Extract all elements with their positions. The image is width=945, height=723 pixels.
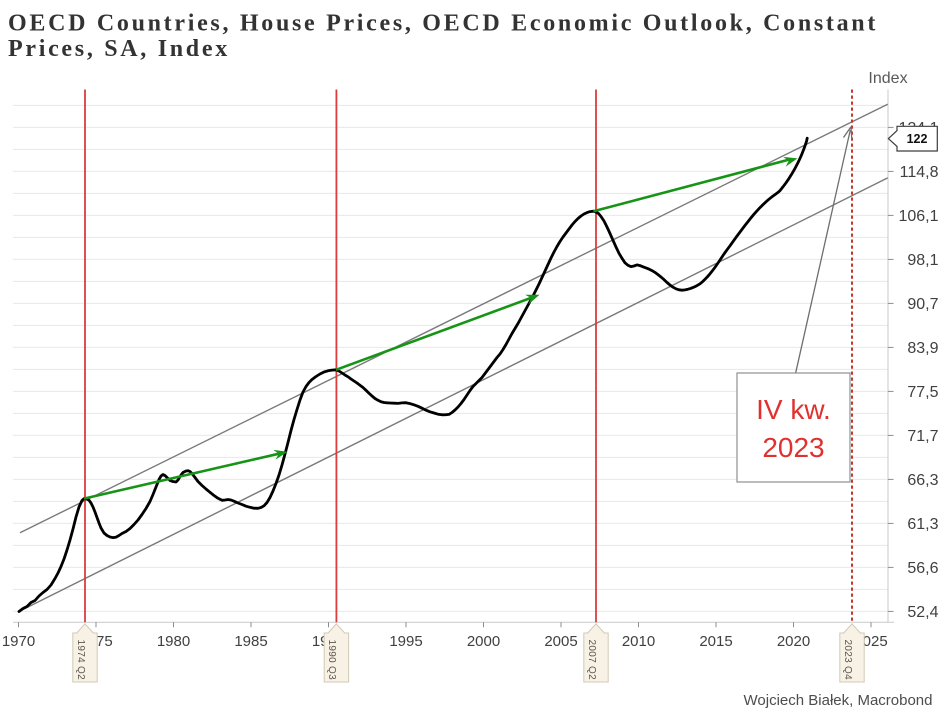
- svg-text:Wojciech Białek, Macrobond: Wojciech Białek, Macrobond: [744, 692, 933, 709]
- svg-text:Index: Index: [868, 70, 907, 87]
- svg-text:2015: 2015: [699, 633, 732, 650]
- svg-text:1980: 1980: [157, 633, 190, 650]
- svg-text:61,3: 61,3: [907, 516, 938, 533]
- svg-text:77,5: 77,5: [907, 384, 938, 401]
- svg-text:83,9: 83,9: [907, 340, 938, 357]
- svg-text:71,7: 71,7: [907, 428, 938, 445]
- svg-text:1995: 1995: [389, 633, 422, 650]
- svg-text:1990 Q3: 1990 Q3: [326, 640, 337, 681]
- svg-text:Prices, SA, Index: Prices, SA, Index: [8, 36, 230, 62]
- svg-text:122: 122: [907, 132, 928, 146]
- svg-text:1974 Q2: 1974 Q2: [75, 640, 86, 681]
- svg-text:66,3: 66,3: [907, 472, 938, 489]
- svg-text:52,4: 52,4: [907, 604, 938, 621]
- svg-text:90,7: 90,7: [907, 296, 938, 313]
- svg-text:1970: 1970: [2, 633, 35, 650]
- svg-text:1985: 1985: [234, 633, 267, 650]
- svg-text:2010: 2010: [622, 633, 655, 650]
- svg-text:2020: 2020: [777, 633, 810, 650]
- svg-text:56,6: 56,6: [907, 560, 938, 577]
- svg-text:2023 Q4: 2023 Q4: [842, 640, 853, 681]
- svg-text:106,1: 106,1: [898, 208, 938, 225]
- svg-text:2023: 2023: [762, 432, 824, 463]
- svg-text:2007 Q2: 2007 Q2: [586, 640, 597, 681]
- svg-text:IV kw.: IV kw.: [756, 394, 831, 425]
- svg-text:OECD Countries, House Prices,: OECD Countries, House Prices, OECD Econo…: [8, 11, 878, 37]
- svg-text:2000: 2000: [467, 633, 500, 650]
- svg-text:114,8: 114,8: [900, 164, 939, 181]
- svg-text:98,1: 98,1: [907, 252, 938, 269]
- svg-text:2005: 2005: [544, 633, 577, 650]
